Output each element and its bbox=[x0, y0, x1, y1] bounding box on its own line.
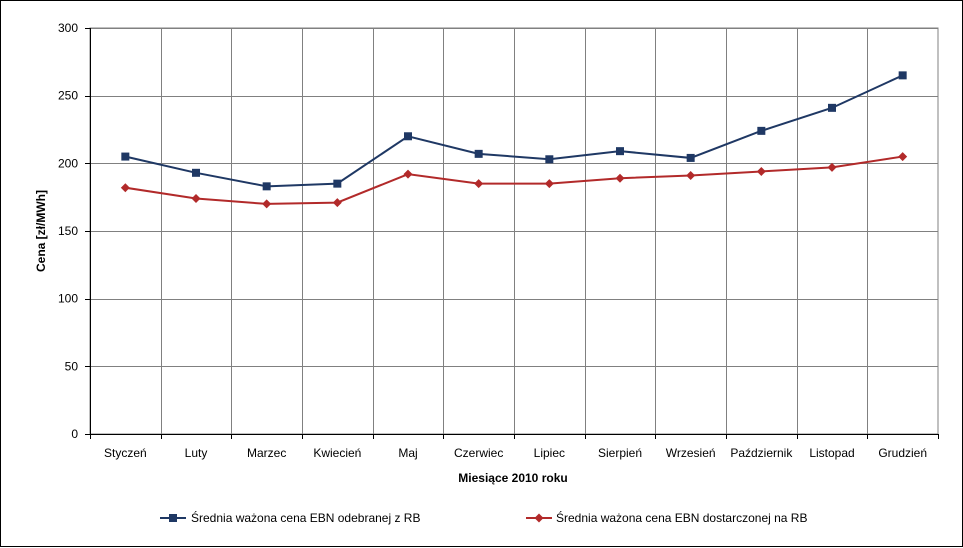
series-group bbox=[120, 71, 908, 209]
data-point bbox=[616, 147, 624, 156]
data-point bbox=[474, 149, 483, 158]
x-tick-label: Listopad bbox=[809, 446, 854, 460]
x-tick-label: Sierpień bbox=[598, 446, 642, 460]
data-point bbox=[545, 155, 554, 164]
y-tick-label: 150 bbox=[58, 224, 78, 238]
x-tick-label: Wrzesień bbox=[666, 446, 716, 460]
data-point bbox=[757, 126, 766, 135]
x-tick-label: Styczeń bbox=[104, 446, 147, 460]
legend-label: Średnia ważona cena EBN dostarczonej na … bbox=[556, 510, 807, 525]
series-1 bbox=[121, 71, 907, 191]
legend-marker bbox=[169, 514, 177, 522]
data-point bbox=[332, 198, 342, 208]
data-point bbox=[404, 132, 412, 141]
data-point bbox=[615, 173, 625, 183]
x-tick-label: Październik bbox=[730, 446, 793, 460]
y-tick-label: 300 bbox=[58, 21, 78, 35]
gridlines bbox=[90, 28, 938, 434]
x-tick-label: Lipiec bbox=[534, 446, 565, 460]
legend-marker bbox=[534, 513, 544, 523]
axes bbox=[85, 28, 939, 439]
y-tick-labels: 0 50 100 150 200 250 300 bbox=[58, 21, 78, 441]
legend-label: Średnia ważona cena EBN odebranej z RB bbox=[191, 510, 420, 525]
series-2 bbox=[120, 152, 908, 209]
x-tick-label: Czerwiec bbox=[454, 446, 503, 460]
data-point bbox=[544, 179, 554, 189]
data-point bbox=[403, 169, 413, 179]
x-tick-label: Grudzień bbox=[878, 446, 927, 460]
data-point bbox=[262, 199, 272, 209]
y-tick-label: 100 bbox=[58, 292, 78, 306]
x-tick-label: Maj bbox=[398, 446, 417, 460]
y-tick-label: 50 bbox=[65, 359, 79, 373]
data-point bbox=[756, 166, 766, 176]
data-point bbox=[898, 71, 907, 80]
x-tick-labels: Styczeń Luty Marzec Kwiecień Maj Czerwiec Lipi… bbox=[104, 446, 927, 460]
data-point bbox=[120, 183, 130, 193]
data-point bbox=[686, 153, 695, 162]
y-tick-label: 0 bbox=[71, 427, 78, 441]
x-tick-label: Kwiecień bbox=[313, 446, 361, 460]
data-point bbox=[121, 152, 130, 161]
data-point bbox=[262, 182, 271, 191]
x-tick-label: Luty bbox=[185, 446, 208, 460]
data-point bbox=[192, 168, 200, 177]
legend-item-1: Średnia ważona cena EBN odebranej z RB bbox=[160, 510, 420, 525]
y-axis-title: Cena [zł/MWh] bbox=[34, 190, 48, 272]
data-point bbox=[474, 179, 484, 189]
legend-item-2: Średnia ważona cena EBN dostarczonej na … bbox=[526, 510, 807, 525]
series-line bbox=[125, 155, 903, 205]
y-tick-label: 250 bbox=[58, 89, 78, 103]
series-line bbox=[125, 74, 904, 188]
x-axis-title: Miesiące 2010 roku bbox=[458, 471, 567, 485]
legend: Średnia ważona cena EBN odebranej z RB Śr… bbox=[160, 510, 807, 525]
data-point bbox=[333, 179, 342, 188]
data-point bbox=[827, 162, 837, 172]
data-point bbox=[191, 194, 201, 204]
x-tick-label: Marzec bbox=[247, 446, 286, 460]
y-tick-label: 200 bbox=[58, 156, 78, 170]
data-point bbox=[828, 103, 836, 112]
data-point bbox=[686, 171, 696, 181]
data-point bbox=[898, 152, 908, 162]
